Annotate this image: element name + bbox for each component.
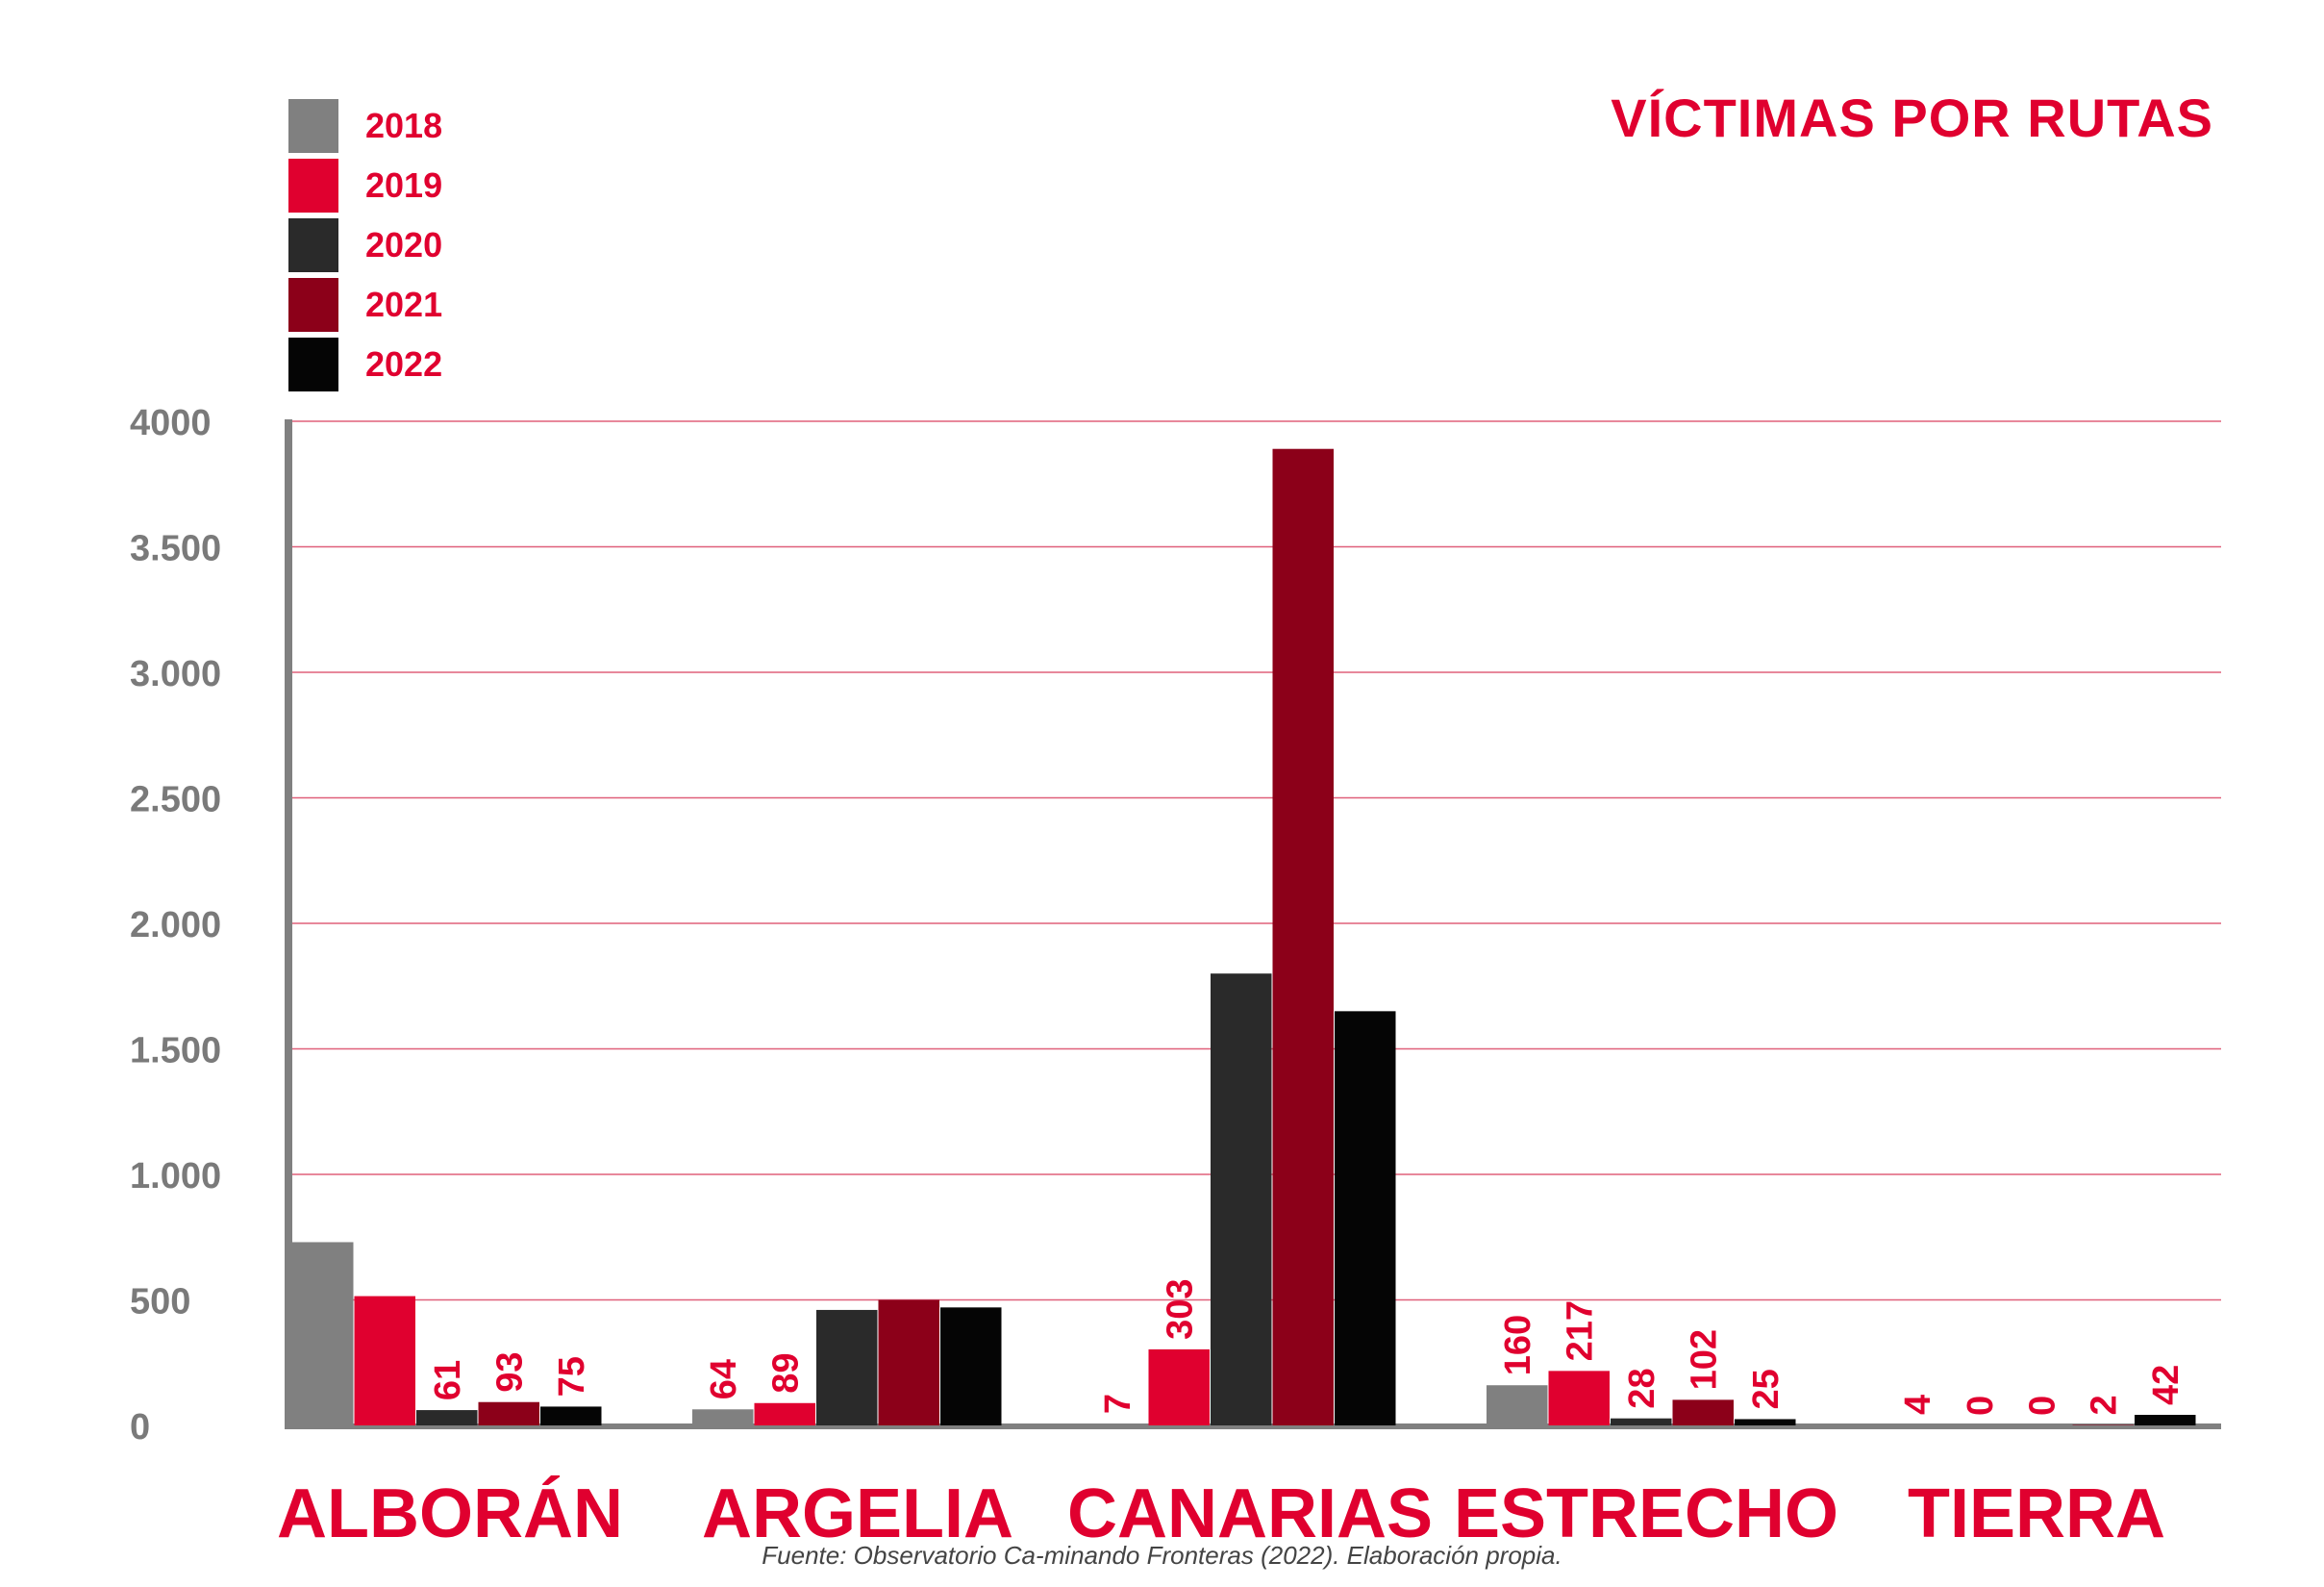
legend-item-2021: 2021 — [288, 275, 442, 335]
y-tick-label: 4000 — [130, 403, 212, 443]
legend-item-2019: 2019 — [288, 156, 442, 215]
data-label: 0 — [2022, 1396, 2062, 1416]
data-label: 102 — [1685, 1329, 1725, 1390]
y-tick-label: 1.500 — [130, 1031, 221, 1071]
data-label: 93 — [490, 1351, 531, 1392]
data-label: 0 — [1961, 1396, 2001, 1416]
data-label: 25 — [1746, 1369, 1787, 1409]
data-label: 89 — [766, 1352, 807, 1393]
bar — [1211, 973, 1272, 1425]
bar — [1148, 1348, 1210, 1425]
bar — [1611, 1418, 1672, 1425]
legend-label: 2020 — [365, 225, 443, 264]
data-label: 303 — [1161, 1279, 1201, 1340]
bar — [540, 1406, 602, 1425]
data-label: 160 — [1498, 1315, 1538, 1375]
legend-swatch — [288, 159, 338, 213]
category-label: TIERRA — [1908, 1475, 2165, 1552]
source-note: Fuente: Observatorio Ca-minando Frontera… — [762, 1541, 1562, 1570]
y-tick-label: 2.000 — [130, 905, 221, 945]
category-label: CANARIAS — [1067, 1475, 1433, 1552]
y-tick-label: 1.000 — [130, 1156, 221, 1197]
legend-swatch — [288, 338, 338, 391]
data-label: 4 — [1898, 1395, 1938, 1415]
bar — [1672, 1399, 1734, 1425]
legend-label: 2019 — [365, 165, 443, 205]
bar — [816, 1309, 878, 1425]
bar — [754, 1402, 815, 1425]
y-tick-label: 2.500 — [130, 780, 221, 820]
legend-swatch — [288, 99, 338, 153]
legend-label: 2021 — [365, 285, 443, 324]
data-label: 2 — [2085, 1395, 2125, 1415]
data-label: 42 — [2146, 1365, 2187, 1405]
data-label: 7 — [1098, 1394, 1138, 1414]
bar — [416, 1410, 478, 1425]
bar — [1887, 1423, 1948, 1425]
bar — [1548, 1371, 1610, 1425]
legend-swatch — [288, 278, 338, 332]
bar — [1487, 1385, 1548, 1425]
bar — [1735, 1419, 1796, 1425]
legend-label: 2018 — [365, 106, 443, 145]
y-tick-label: 500 — [130, 1282, 190, 1322]
data-label: 28 — [1622, 1368, 1662, 1408]
legend-item-2022: 2022 — [288, 335, 442, 394]
bar — [878, 1299, 939, 1425]
bar — [692, 1409, 754, 1425]
bar — [478, 1401, 539, 1425]
category-label: ESTRECHO — [1454, 1475, 1838, 1552]
y-tick-label: 3.500 — [130, 529, 221, 569]
legend-label: 2022 — [365, 344, 443, 384]
data-label: 64 — [704, 1359, 744, 1399]
category-label: ALBORÁN — [277, 1475, 623, 1552]
legend: 2018 2019 2020 2021 2022 — [288, 96, 442, 394]
y-tick-label: 3.000 — [130, 654, 221, 694]
data-label: 75 — [552, 1356, 592, 1397]
bar — [2135, 1415, 2196, 1425]
category-label: ARGELIA — [702, 1475, 1013, 1552]
bar — [292, 1242, 354, 1425]
bar — [2072, 1424, 2134, 1425]
y-tick-label: 0 — [130, 1407, 150, 1448]
data-label: 61 — [428, 1360, 468, 1400]
bar — [354, 1296, 415, 1425]
bar — [1272, 448, 1334, 1426]
chart-title: VÍCTIMAS POR RUTAS — [1611, 88, 2213, 148]
data-label: 217 — [1561, 1300, 1601, 1361]
legend-item-2020: 2020 — [288, 215, 442, 275]
legend-swatch — [288, 218, 338, 272]
bar — [940, 1307, 1002, 1425]
bar — [1335, 1011, 1396, 1425]
bar — [1087, 1423, 1148, 1425]
legend-item-2018: 2018 — [288, 96, 442, 156]
